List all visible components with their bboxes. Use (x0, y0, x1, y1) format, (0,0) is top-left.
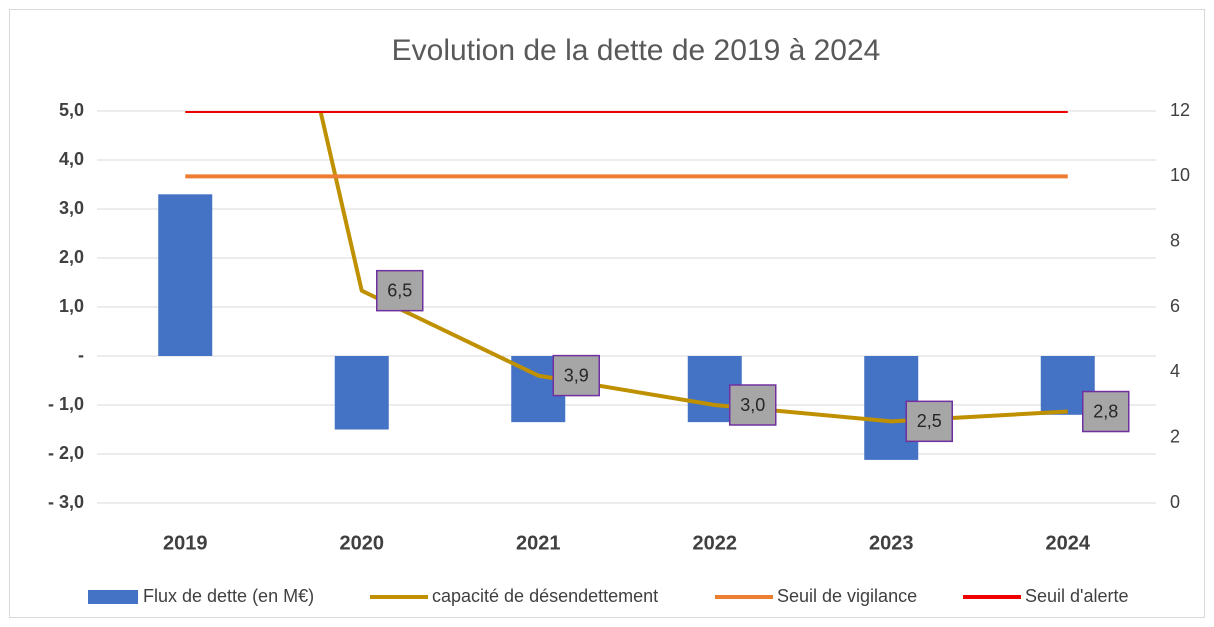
y-tick-label: - (78, 345, 84, 365)
data-label-box (905, 400, 953, 443)
data-label: 2,8 (1093, 401, 1118, 421)
data-label-box (1082, 390, 1130, 433)
y-tick-label: 4,0 (59, 149, 84, 169)
data-label-box (729, 384, 777, 426)
legend-swatch (88, 590, 138, 604)
y2-tick-label: 2 (1170, 426, 1180, 446)
x-tick-label: 2022 (693, 532, 738, 554)
y2-tick-label: 6 (1170, 296, 1180, 316)
y-tick-label: - 3,0 (48, 492, 84, 512)
y-tick-label: 2,0 (59, 247, 84, 267)
y2-tick-label: 12 (1170, 100, 1190, 120)
legend-label: capacité de désendettement (432, 586, 658, 606)
y2-tick-label: 0 (1170, 492, 1180, 512)
data-label: 3,0 (740, 395, 765, 415)
y-tick-label: - 2,0 (48, 443, 84, 463)
data-label-box (376, 269, 424, 312)
legend-label: Flux de dette (en M€) (143, 586, 314, 606)
data-label-box (552, 354, 600, 397)
y-tick-label: 1,0 (59, 296, 84, 316)
legend-label: Seuil d'alerte (1025, 586, 1129, 606)
x-tick-label: 2024 (1046, 532, 1091, 554)
bar (334, 356, 389, 430)
data-label: 3,9 (564, 365, 589, 385)
x-tick-label: 2020 (340, 532, 385, 554)
x-tick-label: 2023 (869, 532, 914, 554)
y2-tick-label: 8 (1170, 230, 1180, 250)
chart-title: Evolution de la dette de 2019 à 2024 (392, 34, 881, 67)
x-tick-label: 2021 (516, 532, 561, 554)
y-tick-label: 5,0 (59, 100, 84, 120)
y2-tick-label: 4 (1170, 361, 1180, 381)
y2-tick-label: 10 (1170, 165, 1190, 185)
y-tick-label: 3,0 (59, 198, 84, 218)
x-tick-label: 2019 (163, 532, 208, 554)
data-label: 2,5 (917, 411, 942, 431)
bar (158, 194, 213, 356)
data-label: 6,5 (387, 280, 412, 300)
y-tick-label: - 1,0 (48, 394, 84, 414)
legend-label: Seuil de vigilance (777, 586, 917, 606)
